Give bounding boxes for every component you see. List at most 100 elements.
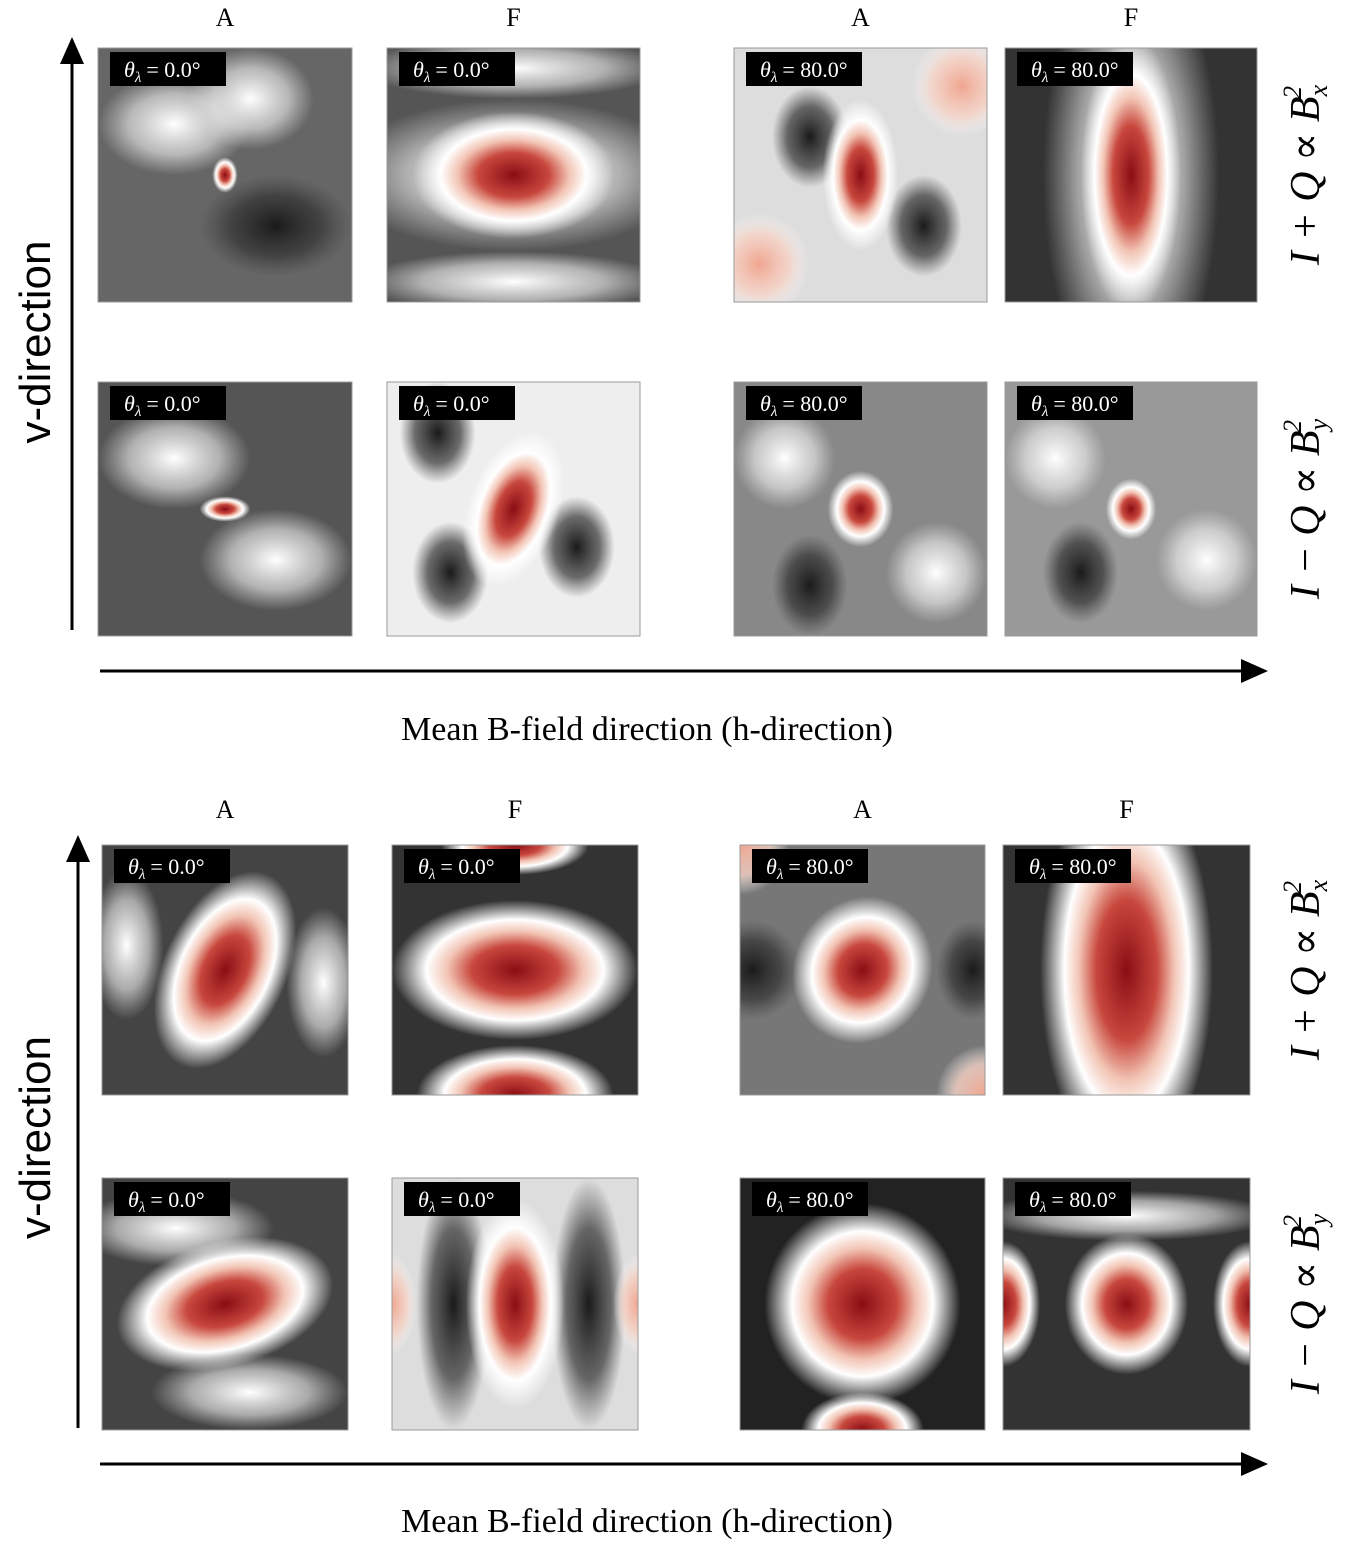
label-subscript: λ [1041, 404, 1049, 420]
label-value: = 0.0° [435, 391, 489, 416]
row-label-text: I − Q ∝ B [1283, 1225, 1329, 1395]
row-label-subscript: y [1304, 1213, 1333, 1228]
column-header: F [1124, 3, 1138, 32]
label-subscript: λ [138, 1200, 146, 1216]
panel-blob [1005, 407, 1106, 509]
label-symbol: θ [128, 1187, 139, 1212]
label-value: = 0.0° [150, 1187, 204, 1212]
map-panel: θλ= 0.0° [98, 382, 352, 636]
panel-blob [287, 908, 361, 1058]
label-value: = 80.0° [1051, 1187, 1116, 1212]
panel-core [1040, 770, 1213, 1170]
label-subscript: λ [428, 1200, 436, 1216]
map-panel: θλ= 0.0° [367, 1178, 662, 1430]
panel-blob [1043, 522, 1119, 624]
panel-core [1106, 479, 1156, 540]
label-value: = 80.0° [1053, 57, 1118, 82]
panel-blob [98, 407, 250, 509]
map-panel: θλ= 0.0° [90, 845, 361, 1095]
label-symbol: θ [760, 391, 771, 416]
map-panel: θλ= 0.0° [392, 815, 638, 1145]
row-label: I + Q ∝ Bx2 [1278, 84, 1333, 266]
row-label-superscript: 2 [1278, 1215, 1307, 1228]
label-value: = 80.0° [1053, 391, 1118, 416]
map-panel: θλ= 80.0° [1003, 770, 1250, 1170]
row-label-superscript: 2 [1278, 86, 1307, 99]
label-subscript: λ [1039, 1200, 1047, 1216]
panel-core [412, 112, 614, 239]
panel-core [200, 496, 251, 521]
label-subscript: λ [423, 70, 431, 86]
panel-blob [886, 522, 987, 624]
panel-blob [1156, 509, 1257, 611]
label-subscript: λ [776, 867, 784, 883]
label-symbol: θ [418, 1187, 429, 1212]
panel-image [740, 1178, 985, 1468]
label-symbol: θ [1031, 57, 1042, 82]
label-symbol: θ [413, 391, 424, 416]
label-subscript: λ [134, 70, 142, 86]
label-value: = 80.0° [788, 1187, 853, 1212]
panel-blob [200, 509, 352, 611]
column-header: A [851, 3, 870, 32]
row-label: I − Q ∝ By2 [1278, 1213, 1333, 1395]
label-symbol: θ [766, 854, 777, 879]
label-subscript: λ [423, 404, 431, 420]
map-panel: θλ= 0.0° [336, 38, 690, 312]
figure: AFAFθλ= 0.0°θλ= 0.0°θλ= 80.0°θλ= 80.0°I … [0, 0, 1355, 1541]
row-label-superscript: 2 [1278, 420, 1307, 433]
label-subscript: λ [776, 1200, 784, 1216]
panel-image [1003, 770, 1250, 1170]
panel-image [98, 48, 352, 302]
label-symbol: θ [1029, 854, 1040, 879]
column-header: F [1119, 795, 1133, 824]
label-value: = 0.0° [150, 854, 204, 879]
label-symbol: θ [1029, 1187, 1040, 1212]
panel-image [387, 382, 640, 636]
panel-image [691, 795, 1034, 1145]
map-panel: θλ= 80.0° [740, 1178, 985, 1468]
panel-blob [362, 251, 666, 312]
map-panel: θλ= 80.0° [691, 795, 1034, 1145]
row-label: I − Q ∝ By2 [1278, 418, 1333, 600]
panel-core [212, 157, 237, 193]
label-subscript: λ [1039, 867, 1047, 883]
label-subscript: λ [428, 867, 436, 883]
row-label-text: I + Q ∝ B [1283, 891, 1329, 1061]
panel-core [823, 99, 899, 251]
map-panel: θλ= 80.0° [709, 35, 1013, 314]
panel-core [466, 1198, 564, 1410]
label-value: = 80.0° [788, 854, 853, 879]
column-header: A [853, 795, 872, 824]
panel-image [98, 382, 352, 636]
label-symbol: θ [124, 391, 135, 416]
column-header: A [216, 795, 235, 824]
map-panel: θλ= 0.0° [77, 1178, 348, 1430]
label-subscript: λ [138, 867, 146, 883]
label-symbol: θ [124, 57, 135, 82]
label-symbol: θ [418, 854, 429, 879]
label-subscript: λ [134, 404, 142, 420]
label-subscript: λ [770, 404, 778, 420]
row-label-text: I − Q ∝ B [1283, 430, 1329, 600]
row-label-superscript: 2 [1278, 881, 1307, 894]
row-label-subscript: y [1304, 418, 1333, 433]
panel-blob [936, 920, 1010, 1020]
row-label-text: I + Q ∝ B [1283, 96, 1329, 266]
panel-blob [709, 213, 810, 315]
label-value: = 80.0° [782, 57, 847, 82]
panel-blob [90, 870, 164, 1020]
panel-core [828, 471, 894, 547]
panel-core [765, 1203, 961, 1405]
label-value: = 0.0° [146, 57, 200, 82]
panel-blob [703, 920, 801, 1020]
map-panel: θλ= 0.0° [387, 382, 640, 636]
map-panel: θλ= 0.0° [98, 48, 352, 302]
label-symbol: θ [760, 57, 771, 82]
map-panel: θλ= 80.0° [1005, 0, 1257, 404]
panel-image [1005, 382, 1257, 636]
label-value: = 0.0° [146, 391, 200, 416]
label-symbol: θ [128, 854, 139, 879]
label-value: = 0.0° [440, 1187, 494, 1212]
label-symbol: θ [413, 57, 424, 82]
